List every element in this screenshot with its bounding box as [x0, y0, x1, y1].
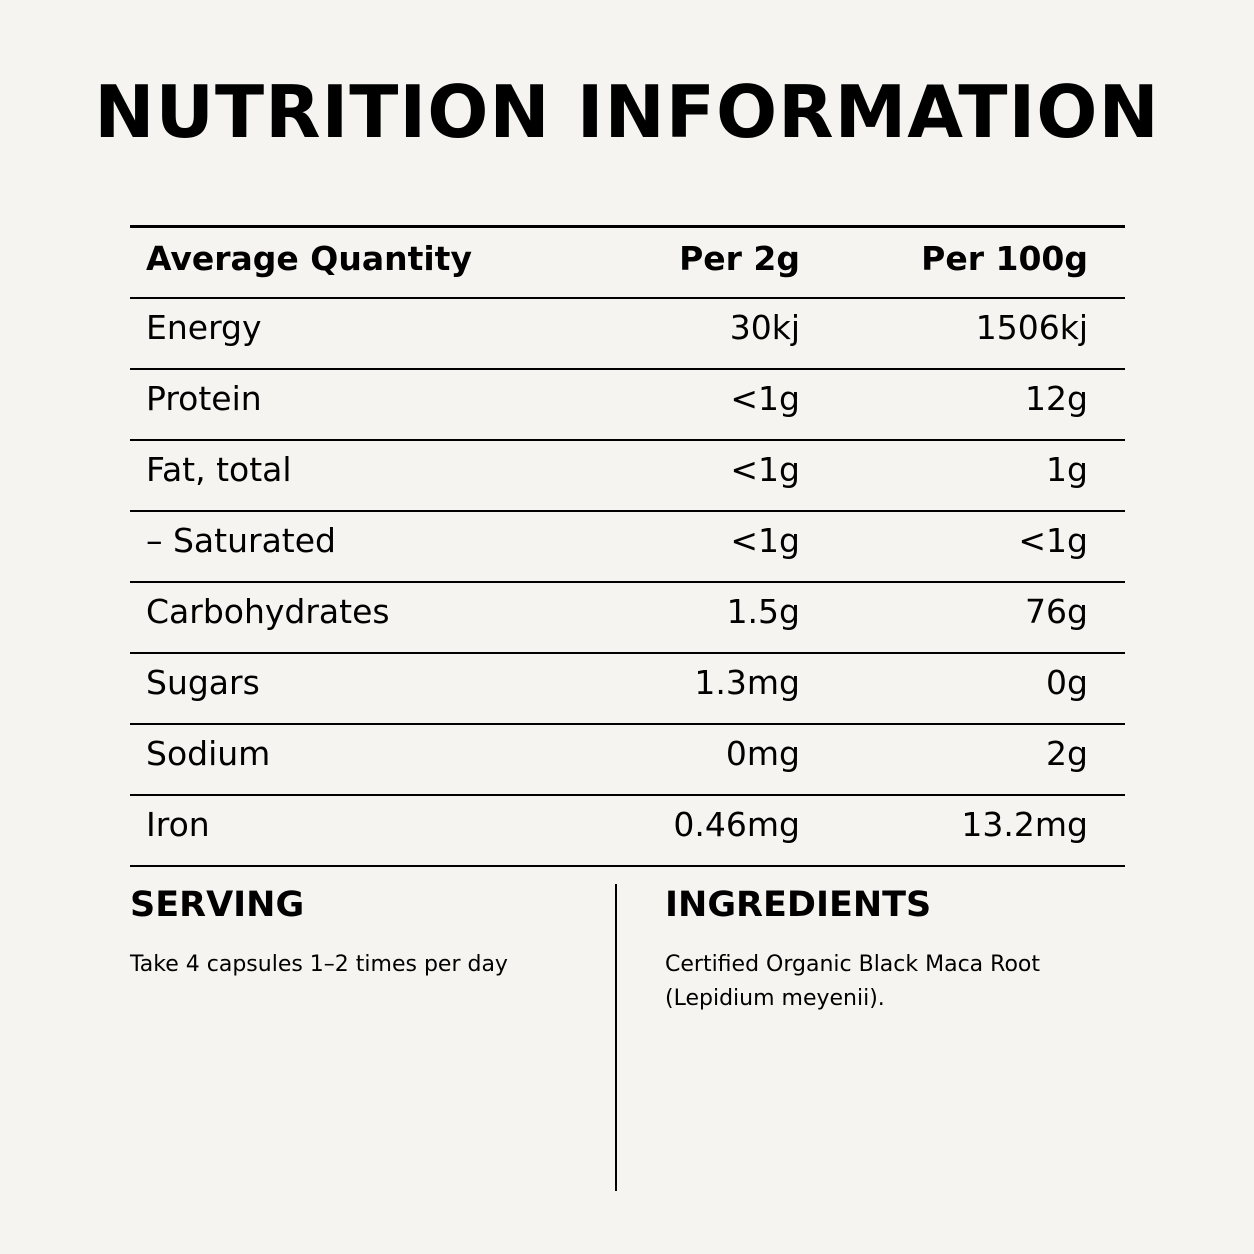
nutrient-per-2g: 0.46mg: [673, 805, 800, 844]
serving-heading: SERVING: [130, 885, 305, 925]
table-header-row: Average Quantity Per 2g Per 100g: [130, 228, 1125, 299]
table-row: Energy 30kj 1506kj: [130, 299, 1125, 370]
nutrient-per-2g: <1g: [730, 379, 800, 418]
section-divider: [615, 884, 617, 1191]
nutrient-name: Energy: [146, 308, 262, 347]
nutrient-per-100g: <1g: [1018, 521, 1088, 560]
nutrient-name: Fat, total: [146, 450, 292, 489]
nutrition-table: Average Quantity Per 2g Per 100g Energy …: [130, 225, 1125, 867]
nutrient-per-100g: 1506kj: [975, 308, 1088, 347]
nutrient-per-2g: <1g: [730, 521, 800, 560]
nutrient-per-2g: 1.5g: [726, 592, 800, 631]
nutrient-per-2g: 30kj: [729, 308, 800, 347]
ingredients-line: (Lepidium meyenii).: [665, 986, 885, 1011]
table-row: Iron 0.46mg 13.2mg: [130, 796, 1125, 867]
nutrient-name: Sodium: [146, 734, 271, 773]
nutrient-per-100g: 0g: [1046, 663, 1088, 702]
table-row: – Saturated <1g <1g: [130, 512, 1125, 583]
table-row: Fat, total <1g 1g: [130, 441, 1125, 512]
nutrient-name: Sugars: [146, 663, 260, 702]
table-row: Sugars 1.3mg 0g: [130, 654, 1125, 725]
nutrient-per-100g: 12g: [1025, 379, 1088, 418]
nutrient-per-100g: 1g: [1046, 450, 1088, 489]
serving-text: Take 4 capsules 1–2 times per day: [130, 952, 508, 977]
page-title: NUTRITION INFORMATION: [94, 70, 1160, 154]
nutrient-per-100g: 76g: [1025, 592, 1088, 631]
table-row: Carbohydrates 1.5g 76g: [130, 583, 1125, 654]
nutrient-per-2g: 0mg: [725, 734, 800, 773]
nutrient-name: Protein: [146, 379, 262, 418]
nutrient-per-2g: <1g: [730, 450, 800, 489]
ingredients-text: Certified Organic Black Maca Root (Lepid…: [665, 948, 1125, 1016]
nutrient-per-100g: 13.2mg: [961, 805, 1088, 844]
ingredients-heading: INGREDIENTS: [665, 885, 932, 925]
column-header-per-100g: Per 100g: [921, 239, 1088, 278]
nutrient-per-100g: 2g: [1046, 734, 1088, 773]
table-row: Protein <1g 12g: [130, 370, 1125, 441]
nutrient-name: Iron: [146, 805, 210, 844]
column-header-per-2g: Per 2g: [679, 239, 800, 278]
nutrient-name: Carbohydrates: [146, 592, 390, 631]
ingredients-line: Certified Organic Black Maca Root: [665, 952, 1040, 977]
nutrient-per-2g: 1.3mg: [694, 663, 800, 702]
table-row: Sodium 0mg 2g: [130, 725, 1125, 796]
nutrient-name: – Saturated: [146, 521, 336, 560]
column-header-average-quantity: Average Quantity: [146, 239, 472, 278]
